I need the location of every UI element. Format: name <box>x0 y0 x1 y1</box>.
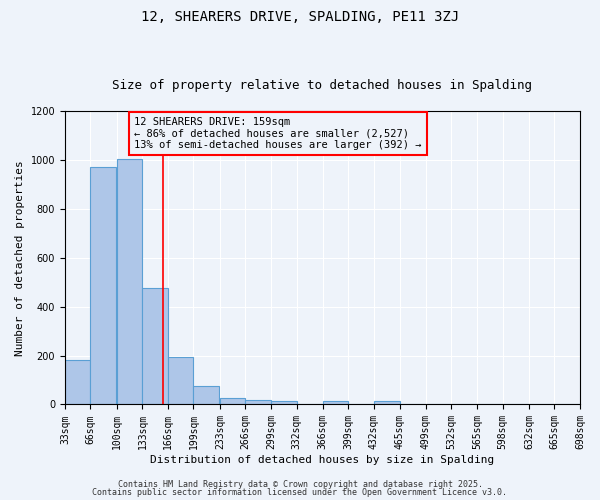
X-axis label: Distribution of detached houses by size in Spalding: Distribution of detached houses by size … <box>151 455 494 465</box>
Text: Contains public sector information licensed under the Open Government Licence v3: Contains public sector information licen… <box>92 488 508 497</box>
Text: 12, SHEARERS DRIVE, SPALDING, PE11 3ZJ: 12, SHEARERS DRIVE, SPALDING, PE11 3ZJ <box>141 10 459 24</box>
Bar <box>271 402 296 404</box>
Bar <box>117 159 142 404</box>
Bar <box>374 402 400 404</box>
Bar <box>220 398 245 404</box>
Bar <box>142 288 168 405</box>
Bar <box>168 358 193 405</box>
Bar <box>65 360 91 405</box>
Bar <box>323 402 349 404</box>
Y-axis label: Number of detached properties: Number of detached properties <box>15 160 25 356</box>
Bar <box>91 168 116 404</box>
Text: Contains HM Land Registry data © Crown copyright and database right 2025.: Contains HM Land Registry data © Crown c… <box>118 480 482 489</box>
Bar <box>245 400 271 404</box>
Bar <box>193 386 219 404</box>
Text: 12 SHEARERS DRIVE: 159sqm
← 86% of detached houses are smaller (2,527)
13% of se: 12 SHEARERS DRIVE: 159sqm ← 86% of detac… <box>134 117 422 150</box>
Title: Size of property relative to detached houses in Spalding: Size of property relative to detached ho… <box>112 79 532 92</box>
